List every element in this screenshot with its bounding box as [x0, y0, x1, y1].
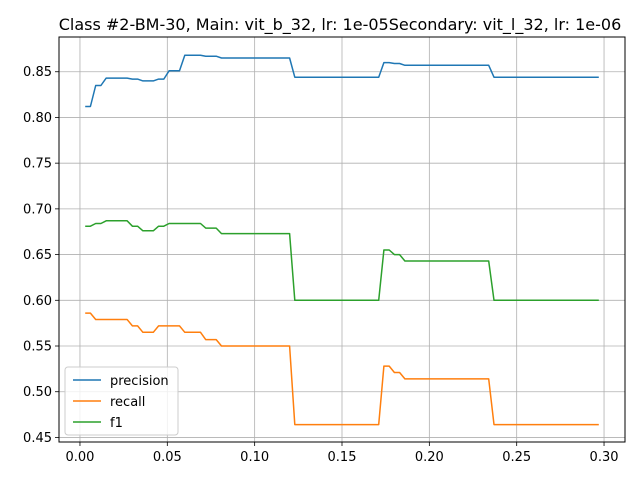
x-tick-label: 0.00	[65, 450, 94, 465]
legend-label-recall: recall	[110, 395, 145, 410]
x-tick-label: 0.10	[240, 450, 269, 465]
series-line-recall	[85, 312, 599, 426]
y-tick-label: 0.60	[23, 294, 52, 309]
y-tick-label: 0.80	[23, 111, 52, 126]
legend-label-precision: precision	[110, 374, 169, 389]
y-tick-label: 0.45	[23, 431, 52, 446]
series-line-precision	[85, 54, 599, 108]
x-tick-label: 0.05	[153, 450, 182, 465]
legend-box	[64, 366, 179, 436]
legend-label-f1: f1	[110, 416, 123, 431]
series-lines	[85, 54, 599, 426]
y-tick-label: 0.65	[23, 248, 52, 263]
grid	[59, 37, 625, 442]
y-tick-label: 0.75	[23, 157, 52, 172]
y-tick-label: 0.50	[23, 385, 52, 400]
y-tick-label: 0.85	[23, 65, 52, 80]
x-tick-label: 0.15	[328, 450, 357, 465]
chart-title: Class #2-BM-30, Main: vit_b_32, lr: 1e-0…	[59, 15, 622, 35]
y-tick-label: 0.70	[23, 202, 52, 217]
x-tick-label: 0.30	[590, 450, 619, 465]
x-tick-label: 0.25	[502, 450, 531, 465]
x-axis: 0.00 0.05 0.10 0.15 0.20 0.25 0.30	[65, 442, 619, 465]
y-axis: 0.45 0.50 0.55 0.60 0.65 0.70 0.75 0.80 0.85	[23, 65, 59, 446]
legend: precision recall f1	[64, 366, 179, 436]
x-tick-label: 0.20	[415, 450, 444, 465]
series-line-f1	[85, 220, 599, 302]
y-tick-label: 0.55	[23, 340, 52, 355]
